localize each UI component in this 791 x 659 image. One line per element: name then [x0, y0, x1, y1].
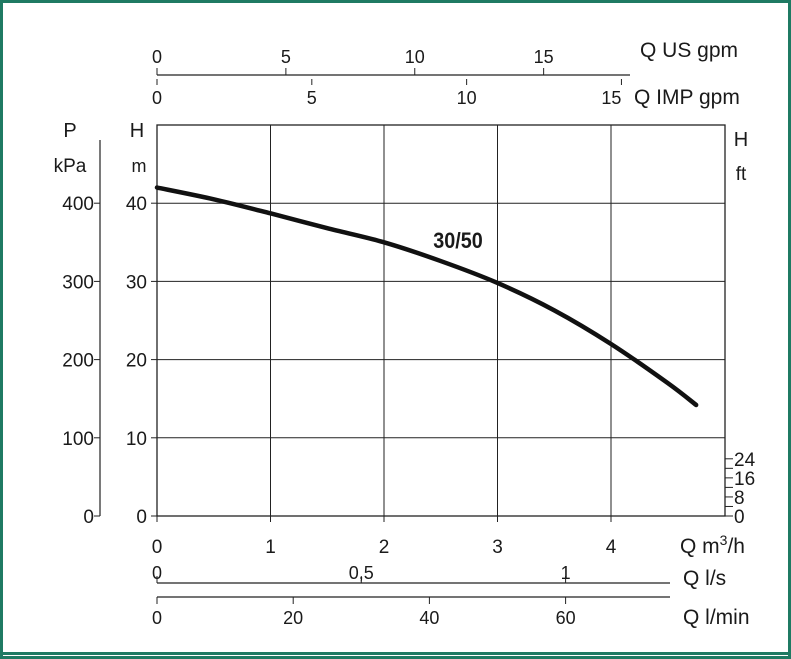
p-kpa-tick-label: 400: [62, 194, 94, 215]
pump-curve-line: [154, 185, 699, 408]
h-m-tick-label: 0: [136, 507, 147, 528]
q-m3h-tick-label: 2: [379, 537, 390, 558]
h-ft-tick-label: 8: [734, 488, 745, 509]
p-kpa-axis-unit: kPa: [54, 156, 87, 177]
h-m-tick-label: 20: [126, 351, 147, 372]
q-m3h-tick-label: 0: [152, 537, 163, 558]
p-kpa-tick-label: 300: [62, 272, 94, 293]
p-kpa-tick-label: 100: [62, 429, 94, 450]
grid-lines: [156, 124, 726, 517]
h-m-tick-label: 30: [126, 272, 147, 293]
q-m3h-tick-label: 4: [606, 537, 617, 558]
q-lmin-tick-label: 20: [283, 608, 303, 628]
h-m-axis-unit: m: [132, 156, 147, 176]
q-ls-tick-label: 0,5: [349, 563, 374, 583]
q-ls-tick-label: 0: [152, 563, 162, 583]
h-ft-tick-label: 0: [734, 507, 745, 528]
q-usgpm-tick-label: 10: [405, 47, 425, 67]
q-ls-axis-title: Q l/s: [683, 567, 726, 590]
q-lmin-axis-title: Q l/min: [683, 606, 750, 629]
q-impgpm-axis-title: Q IMP gpm: [634, 86, 740, 109]
q-impgpm-tick-label: 15: [601, 88, 621, 108]
h-m-axis-title: H: [130, 120, 144, 142]
tick-marks: [94, 68, 733, 604]
q-lmin-tick-label: 40: [419, 608, 439, 628]
q-m3h-axis-title: Q m3/h: [680, 532, 745, 558]
q-m3h-tick-label: 3: [492, 537, 503, 558]
curves: 30/50: [154, 185, 699, 408]
q-usgpm-axis-title: Q US gpm: [640, 39, 738, 62]
h-m-tick-label: 10: [126, 429, 147, 450]
q-impgpm-tick-label: 5: [307, 88, 317, 108]
q-usgpm-tick-label: 5: [281, 47, 291, 67]
h-m-tick-label: 40: [126, 194, 147, 215]
h-ft-axis-title: H: [734, 129, 748, 151]
h-ft-axis-unit: ft: [736, 164, 747, 185]
q-lmin-tick-label: 0: [152, 608, 162, 628]
q-usgpm-tick-label: 0: [152, 47, 162, 67]
q-lmin-tick-label: 60: [556, 608, 576, 628]
h-ft-tick-label: 24: [734, 450, 756, 471]
q-ls-tick-label: 1: [561, 563, 571, 583]
p-kpa-axis-title: P: [63, 120, 76, 142]
q-m3h-tick-label: 1: [265, 537, 276, 558]
frame-bottom-rule: [0, 652, 791, 655]
p-kpa-tick-label: 0: [83, 507, 94, 528]
q-impgpm-tick-label: 10: [457, 88, 477, 108]
q-impgpm-tick-label: 0: [152, 88, 162, 108]
pump-curve-label: 30/50: [433, 229, 483, 253]
axes-lines: [99, 74, 670, 598]
p-kpa-tick-label: 200: [62, 351, 94, 372]
plot-border: [156, 124, 726, 517]
h-ft-tick-label: 16: [734, 469, 755, 490]
q-usgpm-tick-label: 15: [534, 47, 554, 67]
